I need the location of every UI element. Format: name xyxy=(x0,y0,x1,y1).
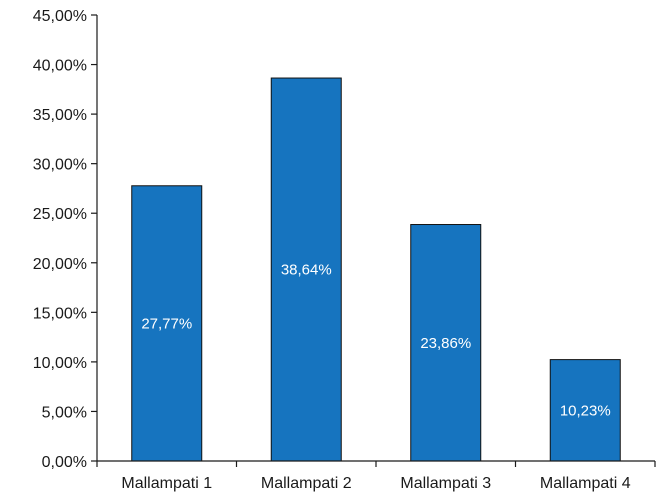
y-tick-label: 30,00% xyxy=(33,157,87,174)
y-tick-label: 20,00% xyxy=(33,256,87,273)
bar-data-label: 27,77% xyxy=(141,315,192,332)
x-tick-label: Mallampati 2 xyxy=(261,475,352,492)
y-tick-label: 40,00% xyxy=(33,58,87,75)
bars xyxy=(131,77,621,462)
y-tick-label: 15,00% xyxy=(33,305,87,322)
bar-data-label: 38,64% xyxy=(281,262,332,279)
bar-data-label: 10,23% xyxy=(560,402,611,419)
y-tick-label: 45,00% xyxy=(33,8,87,25)
x-axis-tick-labels: Mallampati 1 Mallampati 2 Mallampati 3 Mall… xyxy=(121,475,630,492)
x-axis-ticks xyxy=(96,461,656,467)
x-tick-label: Mallampati 3 xyxy=(400,475,491,492)
y-tick-label: 0,00% xyxy=(42,454,87,471)
bar xyxy=(549,359,621,462)
bar-data-labels: 27,77% 38,64% 23,86% 10,23% xyxy=(141,262,610,420)
y-tick-label: 5,00% xyxy=(42,404,87,421)
y-tick-label: 10,00% xyxy=(33,355,87,372)
x-tick-label: Mallampati 4 xyxy=(540,475,631,492)
bar xyxy=(131,185,203,462)
x-tick-label: Mallampati 1 xyxy=(121,475,212,492)
bar xyxy=(270,77,342,462)
y-tick-label: 25,00% xyxy=(33,206,87,223)
y-axis-ticks xyxy=(91,14,97,462)
y-tick-label: 35,00% xyxy=(33,107,87,124)
y-axis-tick-labels: 0,00% 5,00% 10,00% 15,00% 20,00% 25,00% 30,00%… xyxy=(33,8,87,471)
bar-data-label: 23,86% xyxy=(420,335,471,352)
